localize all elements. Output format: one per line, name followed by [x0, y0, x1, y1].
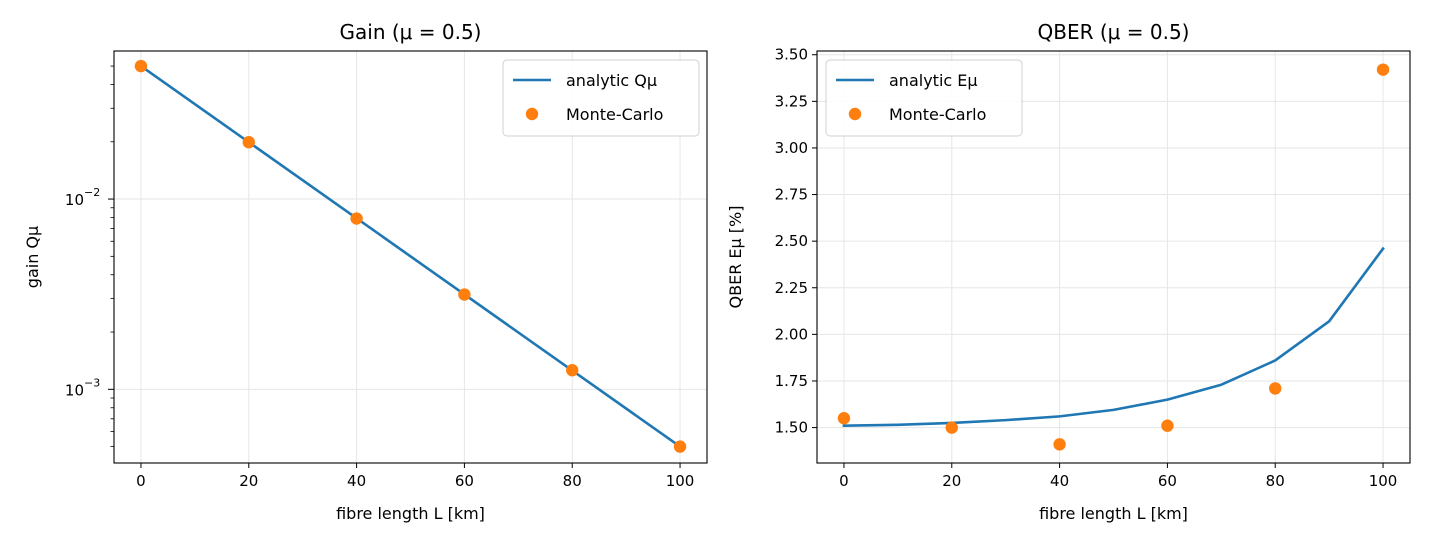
scatter-point [566, 364, 579, 377]
y-tick-exponent: −3 [84, 376, 100, 389]
x-tick-label: 40 [1050, 472, 1069, 490]
y-tick-label: 3.25 [775, 92, 808, 110]
scatter-point [945, 421, 958, 434]
scatter-point [242, 135, 255, 149]
scatter-point [673, 440, 687, 453]
y-tick-label: 3.50 [775, 46, 808, 64]
series-line-1 [842, 246, 1385, 428]
x-tick-label: 100 [666, 472, 695, 490]
chart-panel-2: 0 20 40 60 80 100 1.50 1.75 2.00 2.25 2.50 2.75 3.00… [726, 20, 1411, 523]
x-tick-label: 80 [1266, 472, 1285, 490]
scatter-point [458, 288, 471, 301]
y-tick-label: 2.00 [775, 325, 808, 343]
legend-entry: Monte-Carlo [889, 105, 986, 124]
legend: analytic Qμ Monte-Carlo [502, 59, 700, 137]
scatter-point [1053, 438, 1066, 451]
legend-marker-swatch [525, 107, 539, 121]
scatter-point [1376, 63, 1390, 76]
legend-box [825, 59, 1023, 137]
legend-entry: analytic Eμ [889, 71, 978, 90]
x-tick-label: 60 [1158, 472, 1177, 490]
legend-marker-swatch [848, 107, 862, 121]
x-tick-label: 0 [136, 472, 146, 490]
scatter-point [1161, 419, 1174, 432]
legend: analytic Eμ Monte-Carlo [825, 59, 1023, 137]
y-tick-label: 10 [65, 191, 84, 209]
x-tick-label: 20 [239, 472, 258, 490]
legend-box [502, 59, 700, 137]
y-tick-label: 1.50 [775, 419, 808, 437]
scatter-point [837, 412, 851, 425]
y-tick-label: 2.50 [775, 232, 808, 250]
y-tick-label: 1.75 [775, 372, 808, 390]
y-tick-exponent: −2 [84, 186, 100, 199]
y-tick-label: 2.75 [775, 186, 808, 204]
x-tick-label: 100 [1369, 472, 1398, 490]
x-tick-label: 80 [563, 472, 582, 490]
scatter-point [1269, 382, 1282, 395]
x-tick-label: 0 [839, 472, 849, 490]
scatter-point [134, 59, 148, 73]
y-axis-label: gain Qμ [23, 226, 42, 288]
legend-entry: Monte-Carlo [566, 105, 663, 124]
legend-entry: analytic Qμ [566, 71, 657, 90]
x-axis-label: fibre length L [km] [336, 504, 485, 523]
chart-title: QBER (μ = 0.5) [1038, 20, 1190, 44]
y-axis-label: QBER Eμ [%] [726, 206, 745, 309]
scatter-point [350, 212, 363, 225]
axes-frame [113, 50, 708, 464]
chart-title: Gain (μ = 0.5) [340, 20, 482, 44]
series-line-1 [139, 64, 682, 449]
x-tick-label: 40 [347, 472, 366, 490]
y-tick-label: 10 [65, 381, 84, 399]
y-tick-label: 2.25 [775, 279, 808, 297]
axes-frame [816, 50, 1411, 464]
x-tick-label: 20 [942, 472, 961, 490]
x-axis-label: fibre length L [km] [1039, 504, 1188, 523]
y-tick-label: 3.00 [775, 139, 808, 157]
x-tick-label: 60 [455, 472, 474, 490]
